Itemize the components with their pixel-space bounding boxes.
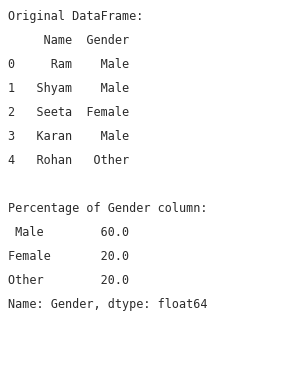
Text: Female       20.0: Female 20.0 bbox=[8, 250, 129, 263]
Text: 3   Karan    Male: 3 Karan Male bbox=[8, 130, 129, 143]
Text: 1   Shyam    Male: 1 Shyam Male bbox=[8, 82, 129, 95]
Text: Name  Gender: Name Gender bbox=[8, 34, 129, 47]
Text: Other        20.0: Other 20.0 bbox=[8, 274, 129, 287]
Text: Original DataFrame:: Original DataFrame: bbox=[8, 10, 143, 23]
Text: 2   Seeta  Female: 2 Seeta Female bbox=[8, 106, 129, 119]
Text: Name: Gender, dtype: float64: Name: Gender, dtype: float64 bbox=[8, 298, 207, 311]
Text: Male        60.0: Male 60.0 bbox=[8, 226, 129, 239]
Text: 0     Ram    Male: 0 Ram Male bbox=[8, 58, 129, 71]
Text: 4   Rohan   Other: 4 Rohan Other bbox=[8, 154, 129, 167]
Text: Percentage of Gender column:: Percentage of Gender column: bbox=[8, 202, 207, 215]
